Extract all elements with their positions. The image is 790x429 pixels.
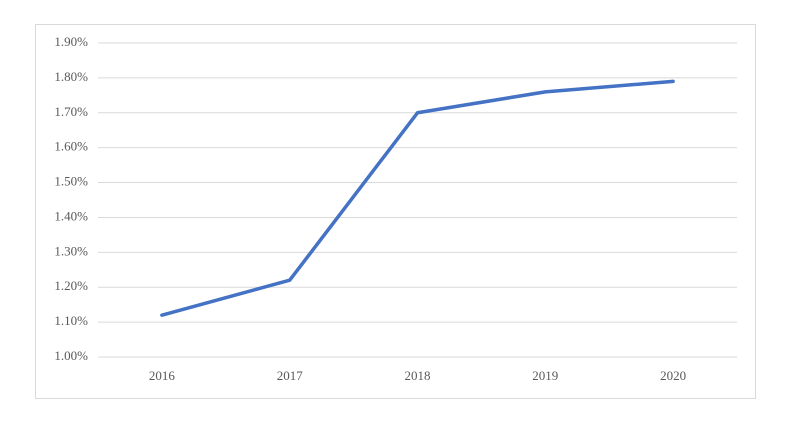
x-tick-label: 2016	[149, 368, 176, 383]
y-tick-label: 1.10%	[54, 313, 88, 328]
y-tick-label: 1.20%	[54, 278, 88, 293]
y-tick-label: 1.60%	[54, 139, 88, 154]
y-tick-label: 1.30%	[54, 243, 88, 258]
y-tick-label: 1.70%	[54, 104, 88, 119]
chart-frame	[35, 24, 756, 399]
x-tick-label: 2018	[405, 368, 431, 383]
y-tick-label: 1.80%	[54, 69, 88, 84]
x-tick-label: 2019	[532, 368, 558, 383]
y-tick-label: 1.00%	[54, 348, 88, 363]
data-line	[160, 79, 675, 317]
y-tick-label: 1.90%	[54, 34, 88, 49]
y-tick-label: 1.50%	[54, 174, 88, 189]
x-tick-label: 2020	[660, 368, 686, 383]
x-tick-label: 2017	[277, 368, 304, 383]
y-tick-label: 1.40%	[54, 208, 88, 223]
